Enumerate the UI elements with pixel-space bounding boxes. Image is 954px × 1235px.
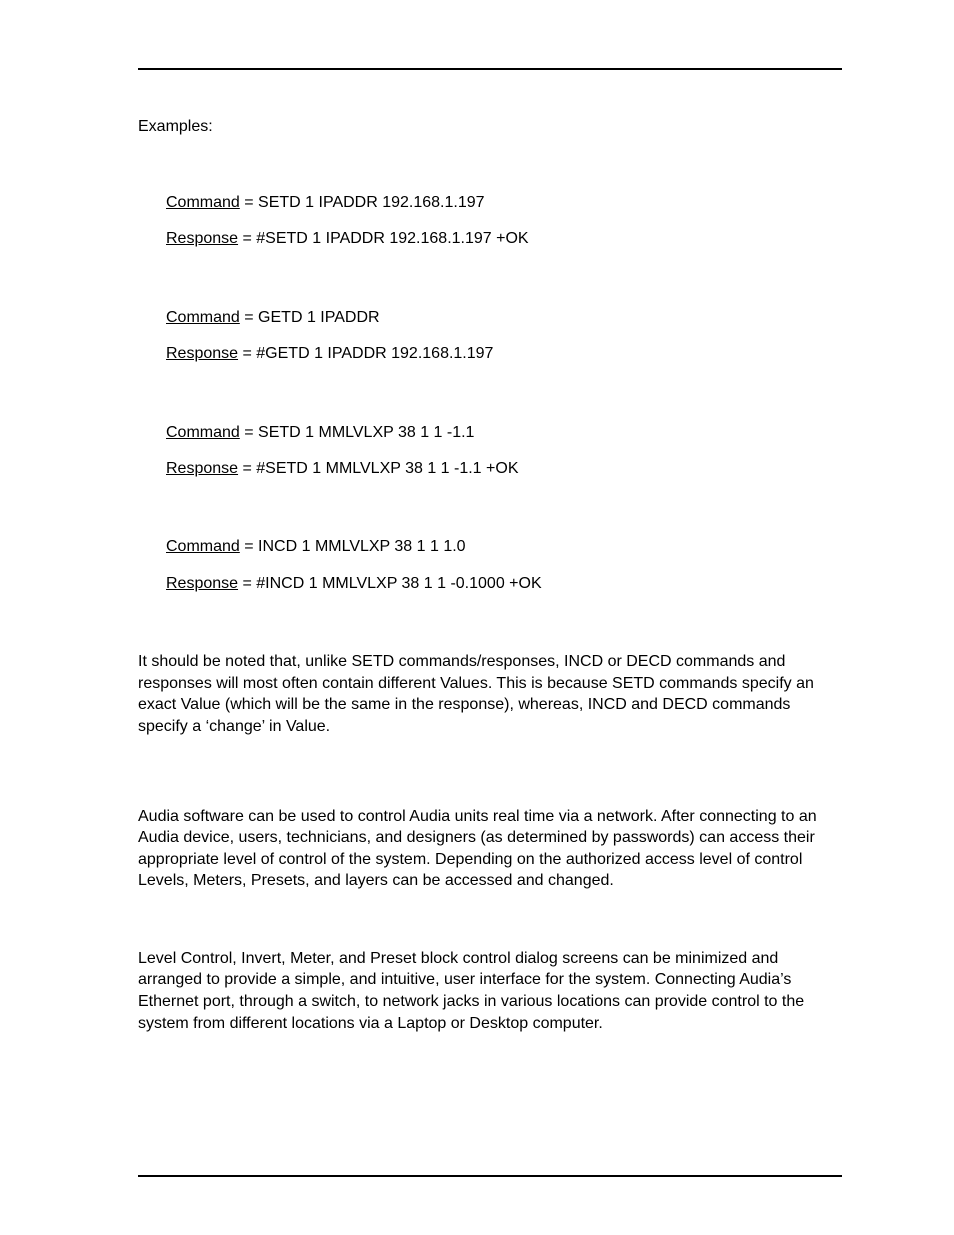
bottom-horizontal-rule	[138, 1175, 842, 1177]
paragraph-note: It should be noted that, unlike SETD com…	[138, 651, 842, 737]
example-block-1: Command = SETD 1 IPADDR 192.168.1.197 Re…	[166, 192, 842, 251]
response-value: = #SETD 1 MMLVLXP 38 1 1 -1.1 +OK	[238, 460, 518, 477]
response-value: = #INCD 1 MMLVLXP 38 1 1 -0.1000 +OK	[238, 575, 542, 592]
response-line: Response = #GETD 1 IPADDR 192.168.1.197	[166, 343, 842, 365]
command-line: Command = SETD 1 MMLVLXP 38 1 1 -1.1	[166, 422, 842, 444]
response-label: Response	[166, 575, 238, 592]
response-value: = #SETD 1 IPADDR 192.168.1.197 +OK	[238, 230, 529, 247]
command-value: = INCD 1 MMLVLXP 38 1 1 1.0	[240, 538, 466, 555]
command-value: = SETD 1 IPADDR 192.168.1.197	[240, 194, 485, 211]
command-value: = SETD 1 MMLVLXP 38 1 1 -1.1	[240, 424, 475, 441]
response-label: Response	[166, 230, 238, 247]
paragraph-software: Audia software can be used to control Au…	[138, 806, 842, 892]
command-line: Command = GETD 1 IPADDR	[166, 307, 842, 329]
command-label: Command	[166, 194, 240, 211]
command-value: = GETD 1 IPADDR	[240, 309, 380, 326]
response-label: Response	[166, 460, 238, 477]
response-line: Response = #INCD 1 MMLVLXP 38 1 1 -0.100…	[166, 573, 842, 595]
top-horizontal-rule	[138, 68, 842, 70]
response-line: Response = #SETD 1 IPADDR 192.168.1.197 …	[166, 228, 842, 250]
command-line: Command = INCD 1 MMLVLXP 38 1 1 1.0	[166, 536, 842, 558]
paragraph-control: Level Control, Invert, Meter, and Preset…	[138, 948, 842, 1034]
command-line: Command = SETD 1 IPADDR 192.168.1.197	[166, 192, 842, 214]
example-block-3: Command = SETD 1 MMLVLXP 38 1 1 -1.1 Res…	[166, 422, 842, 481]
command-label: Command	[166, 309, 240, 326]
response-label: Response	[166, 345, 238, 362]
command-label: Command	[166, 538, 240, 555]
examples-heading: Examples:	[138, 118, 842, 136]
command-label: Command	[166, 424, 240, 441]
response-line: Response = #SETD 1 MMLVLXP 38 1 1 -1.1 +…	[166, 458, 842, 480]
document-page: Examples: Command = SETD 1 IPADDR 192.16…	[0, 0, 954, 1034]
response-value: = #GETD 1 IPADDR 192.168.1.197	[238, 345, 493, 362]
example-block-4: Command = INCD 1 MMLVLXP 38 1 1 1.0 Resp…	[166, 536, 842, 595]
example-block-2: Command = GETD 1 IPADDR Response = #GETD…	[166, 307, 842, 366]
